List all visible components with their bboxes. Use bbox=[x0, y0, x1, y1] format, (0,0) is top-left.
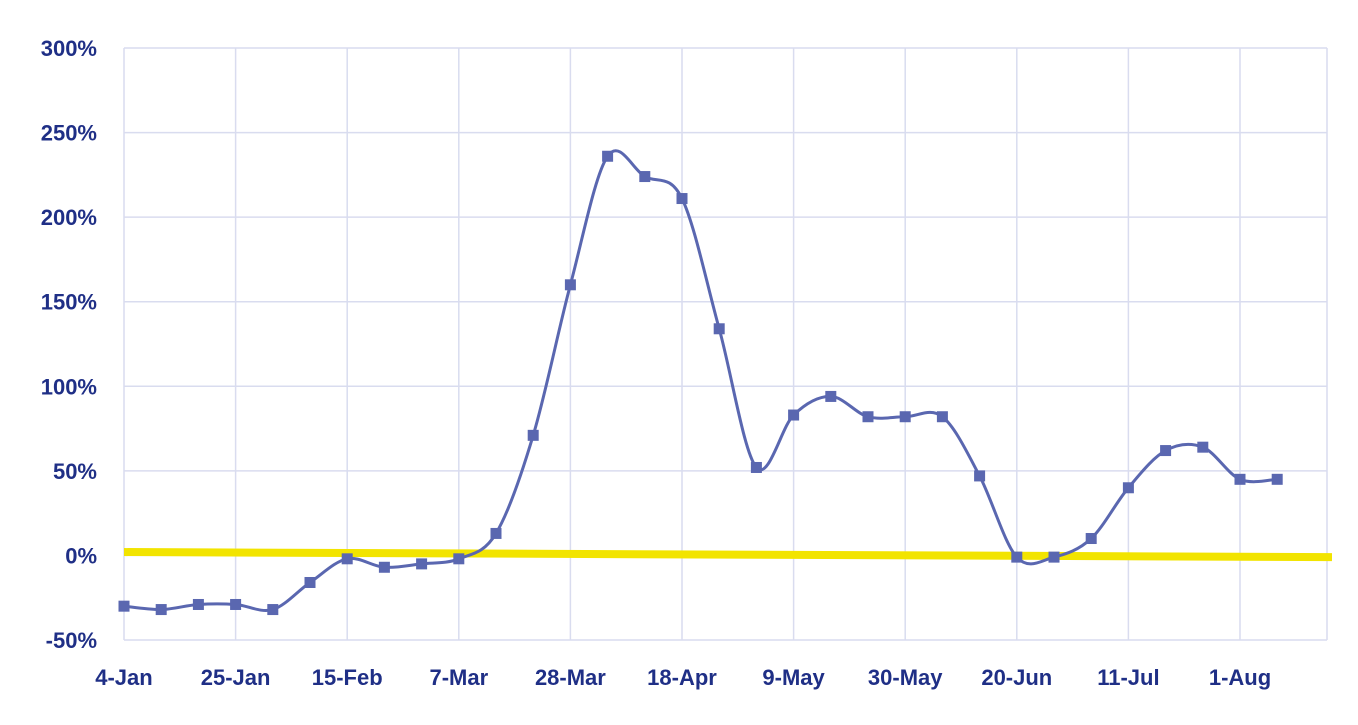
data-point-marker bbox=[564, 279, 576, 291]
data-point-marker bbox=[825, 390, 837, 402]
series-line bbox=[123, 149, 1278, 612]
y-tick-label: 100% bbox=[41, 374, 97, 399]
x-tick-label: 1-Aug bbox=[1209, 665, 1271, 690]
data-point-marker bbox=[788, 409, 800, 421]
baseline-layer bbox=[123, 548, 1333, 562]
data-point-marker bbox=[155, 604, 167, 616]
y-axis-labels: 300% 250% 200% 150% 100% 50% 0% -50% bbox=[41, 36, 97, 653]
grid-lines bbox=[123, 47, 1328, 641]
data-point-marker bbox=[1271, 473, 1283, 485]
data-point-marker bbox=[267, 604, 279, 616]
y-tick-label: 150% bbox=[41, 290, 97, 315]
data-point-marker bbox=[750, 461, 762, 473]
data-point-marker bbox=[936, 411, 948, 423]
data-point-marker bbox=[490, 527, 502, 539]
data-point-marker bbox=[453, 553, 465, 565]
data-point-marker bbox=[974, 470, 986, 482]
x-tick-label: 25-Jan bbox=[201, 665, 271, 690]
data-point-marker bbox=[1197, 441, 1209, 453]
data-point-marker bbox=[1234, 473, 1246, 485]
data-point-marker bbox=[118, 600, 130, 612]
data-point-marker bbox=[639, 171, 651, 183]
y-tick-label: 300% bbox=[41, 36, 97, 61]
data-point-marker bbox=[1122, 482, 1134, 494]
data-point-marker bbox=[230, 598, 242, 610]
data-point-marker bbox=[341, 553, 353, 565]
data-point-marker bbox=[1048, 551, 1060, 563]
y-tick-label: 250% bbox=[41, 121, 97, 146]
x-tick-label: 15-Feb bbox=[312, 665, 383, 690]
data-point-marker bbox=[1085, 533, 1097, 545]
x-tick-label: 20-Jun bbox=[981, 665, 1052, 690]
x-tick-label: 30-May bbox=[868, 665, 943, 690]
data-point-marker bbox=[1011, 551, 1023, 563]
data-point-marker bbox=[416, 558, 428, 570]
data-point-marker bbox=[378, 561, 390, 573]
y-tick-label: -50% bbox=[46, 628, 97, 653]
y-tick-label: 0% bbox=[65, 543, 97, 568]
x-tick-label: 18-Apr bbox=[647, 665, 717, 690]
data-point-marker bbox=[1160, 445, 1172, 457]
data-point-marker bbox=[304, 576, 316, 588]
x-tick-label: 7-Mar bbox=[429, 665, 488, 690]
data-point-marker bbox=[713, 323, 725, 335]
x-tick-label: 9-May bbox=[762, 665, 825, 690]
data-point-marker bbox=[899, 411, 911, 423]
data-point-marker bbox=[602, 150, 614, 162]
data-point-marker bbox=[527, 429, 539, 441]
y-tick-label: 200% bbox=[41, 205, 97, 230]
data-point-marker bbox=[862, 411, 874, 423]
series-layer bbox=[118, 149, 1283, 616]
x-tick-label: 11-Jul bbox=[1097, 665, 1159, 690]
data-point-marker bbox=[192, 598, 204, 610]
y-tick-label: 50% bbox=[53, 459, 97, 484]
x-tick-label: 4-Jan bbox=[95, 665, 152, 690]
x-axis-labels: 4-Jan 25-Jan 15-Feb 7-Mar 28-Mar 18-Apr 9-May 3… bbox=[95, 665, 1271, 690]
data-point-marker bbox=[676, 193, 688, 205]
x-tick-label: 28-Mar bbox=[535, 665, 606, 690]
zero-baseline bbox=[123, 548, 1333, 562]
